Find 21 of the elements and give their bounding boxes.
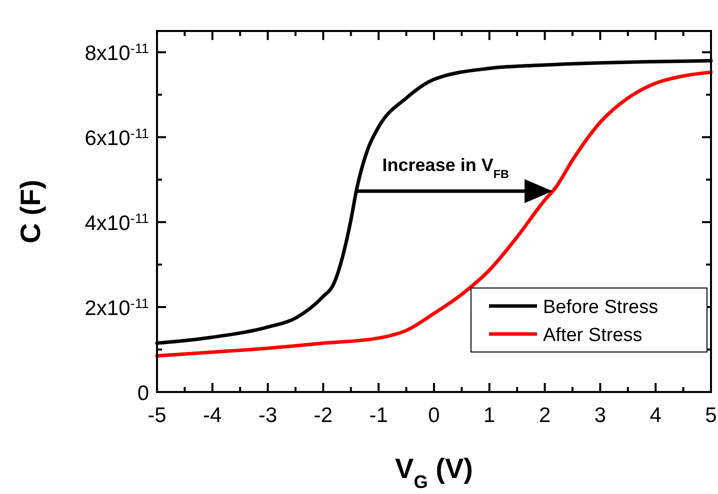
x-tick-label: -4 — [203, 404, 222, 427]
y-tick-label: 2x10$^{-11}$ — [84, 296, 149, 320]
annotation: Increase in V$_{FB}$ — [382, 155, 509, 181]
y-tick-label: 8x10$^{-11}$ — [84, 40, 149, 66]
x-tick-label: -3 — [258, 404, 278, 427]
x-tick-label: 2 — [538, 404, 551, 427]
y-tick-label: 4x10$^{-11}$ — [84, 210, 149, 236]
x-tick-label: 1 — [484, 404, 496, 427]
y-tick-label: 6x10$^{-11}$ — [84, 126, 149, 150]
legend-label: After Stress — [543, 325, 642, 346]
x-tick-label: 5 — [705, 404, 717, 427]
x-tick-label: 3 — [594, 404, 606, 427]
x-tick-label: 4 — [650, 404, 662, 427]
y-tick-label: 0 — [137, 382, 149, 405]
x-tick-label: 0 — [428, 404, 440, 427]
x-tick-label: -1 — [369, 404, 388, 427]
y-axis-title: C (F) — [15, 180, 46, 244]
x-tick-label: -5 — [148, 404, 166, 427]
x-tick-label: -2 — [314, 404, 333, 427]
legend-label: Before Stress — [543, 297, 658, 318]
x-axis-title: V$_{G}$ (V) — [395, 453, 473, 492]
